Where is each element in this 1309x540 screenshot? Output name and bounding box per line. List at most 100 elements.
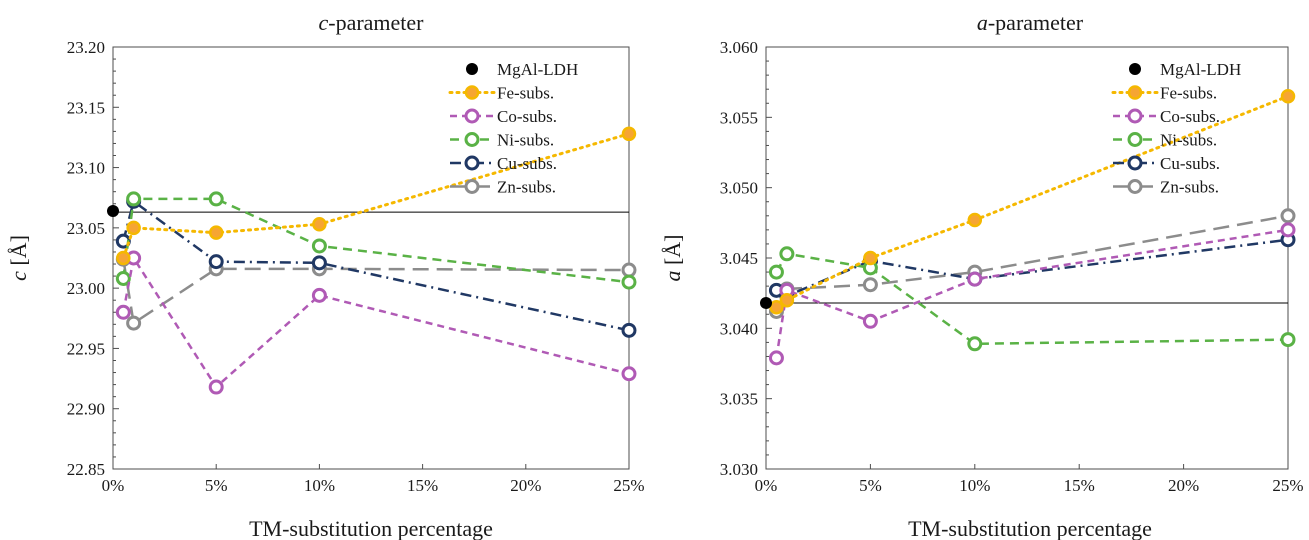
y-axis-label-unit: [Å] (6, 235, 31, 271)
series-mgal (760, 297, 772, 310)
x-tick-label: 15% (407, 476, 438, 495)
data-point-co (1280, 222, 1296, 238)
y-axis-label-unit: [Å] (660, 234, 685, 270)
y-tick-label: 23.05 (67, 219, 105, 238)
chart-title-variable: c (318, 10, 328, 35)
data-point-fe (126, 220, 141, 236)
chart-title-variable: a (977, 10, 988, 35)
data-point-cu (621, 322, 637, 338)
x-tick-label: 20% (510, 476, 541, 495)
chart-title: c-parameter (318, 10, 424, 35)
legend-entry-ni: Ni-subs. (450, 131, 554, 150)
x-tick-label: 0% (755, 476, 778, 495)
y-tick-label: 3.035 (720, 390, 758, 409)
legend-entry-fe: Fe-subs. (1111, 84, 1217, 103)
legend-entry-mgal: MgAl-LDH (466, 60, 578, 79)
legend-marker-co (1127, 108, 1143, 124)
data-point-co (768, 350, 784, 366)
legend-label-ni: Ni-subs. (497, 131, 554, 150)
legend-label-cu: Cu-subs. (497, 154, 557, 173)
x-tick-label: 5% (859, 476, 882, 495)
data-point-fe (621, 126, 637, 142)
legend-label-co: Co-subs. (497, 107, 557, 126)
data-point-co (311, 287, 327, 303)
y-tick-label: 22.85 (67, 460, 105, 479)
legend-entry-co: Co-subs. (1113, 107, 1220, 126)
x-tick-label: 25% (613, 476, 644, 495)
legend-entry-co: Co-subs. (450, 107, 557, 126)
y-tick-label: 23.10 (67, 159, 105, 178)
legend-label-zn: Zn-subs. (1160, 178, 1219, 197)
data-point-ni (208, 191, 224, 207)
series-ni (115, 191, 637, 290)
y-tick-label: 22.90 (67, 400, 105, 419)
series-co (115, 250, 637, 395)
data-point-ni (621, 274, 637, 290)
data-point-cu (208, 254, 224, 270)
data-point-zn (621, 262, 637, 278)
data-point-ni (1280, 332, 1296, 348)
legend-label-co: Co-subs. (1160, 107, 1220, 126)
y-axis-label-variable: a (660, 271, 685, 282)
y-tick-label: 3.045 (720, 249, 758, 268)
legend-entry-fe: Fe-subs. (448, 84, 554, 103)
legend-marker-cu (1127, 155, 1143, 171)
series-line-co (122, 254, 630, 389)
x-tick-label: 0% (102, 476, 125, 495)
legend-marker-ni (1127, 132, 1143, 147)
data-point-fe (769, 299, 784, 315)
y-tick-label: 23.00 (67, 279, 105, 298)
series-fe (769, 88, 1296, 315)
data-point-mgal (760, 297, 772, 310)
legend-marker-zn (1127, 179, 1143, 194)
series-fe (116, 126, 637, 266)
x-tick-label: 15% (1064, 476, 1095, 495)
plot-frame (112, 46, 630, 470)
legend-entry-zn: Zn-subs. (1113, 178, 1219, 197)
data-point-ni (115, 270, 131, 286)
series-zn (115, 251, 637, 331)
legend-entry-ni: Ni-subs. (1113, 131, 1217, 150)
data-point-zn (126, 315, 142, 331)
legend-marker-fe (464, 85, 480, 100)
series-mgal (107, 204, 119, 217)
data-point-co (621, 366, 637, 382)
legend-label-zn: Zn-subs. (497, 178, 556, 197)
x-tick-label: 5% (205, 476, 228, 495)
x-tick-label: 20% (1168, 476, 1199, 495)
data-point-fe (116, 250, 131, 266)
legend-marker-mgal (1129, 63, 1141, 75)
legend-label-fe: Fe-subs. (1160, 84, 1217, 103)
legend-label-mgal: MgAl-LDH (497, 60, 578, 79)
legend-label-mgal: MgAl-LDH (1160, 60, 1241, 79)
legend-marker-fe (1127, 85, 1143, 100)
data-point-fe (1280, 88, 1296, 104)
y-tick-label: 3.060 (720, 38, 758, 57)
data-point-cu (311, 255, 327, 271)
legend: MgAl-LDH Fe-subs. Co-subs. Ni-subs. Cu-subs.… (1111, 60, 1241, 197)
legend-marker-zn (464, 179, 480, 194)
y-tick-label: 3.040 (720, 319, 758, 338)
data-point-ni (779, 246, 795, 262)
y-tick-label: 22.95 (67, 339, 105, 358)
legend-label-ni: Ni-subs. (1160, 131, 1217, 150)
series-line-fe (774, 94, 1290, 309)
data-point-fe (312, 216, 327, 232)
data-point-co (862, 313, 878, 329)
legend-label-cu: Cu-subs. (1160, 154, 1220, 173)
series-ni (768, 246, 1296, 352)
legend-entry-mgal: MgAl-LDH (1129, 60, 1241, 79)
y-tick-label: 23.20 (67, 38, 105, 57)
data-point-fe (967, 212, 983, 228)
data-point-co (115, 304, 131, 320)
legend-marker-mgal (466, 63, 478, 75)
y-tick-label: 3.030 (720, 460, 758, 479)
data-point-fe (863, 250, 878, 266)
data-point-ni (311, 238, 327, 254)
data-point-ni (768, 264, 784, 280)
series-line-zn (775, 214, 1289, 312)
legend-entry-cu: Cu-subs. (450, 154, 557, 173)
chart-title-text: -parameter (988, 10, 1084, 35)
series-cu (768, 232, 1296, 304)
